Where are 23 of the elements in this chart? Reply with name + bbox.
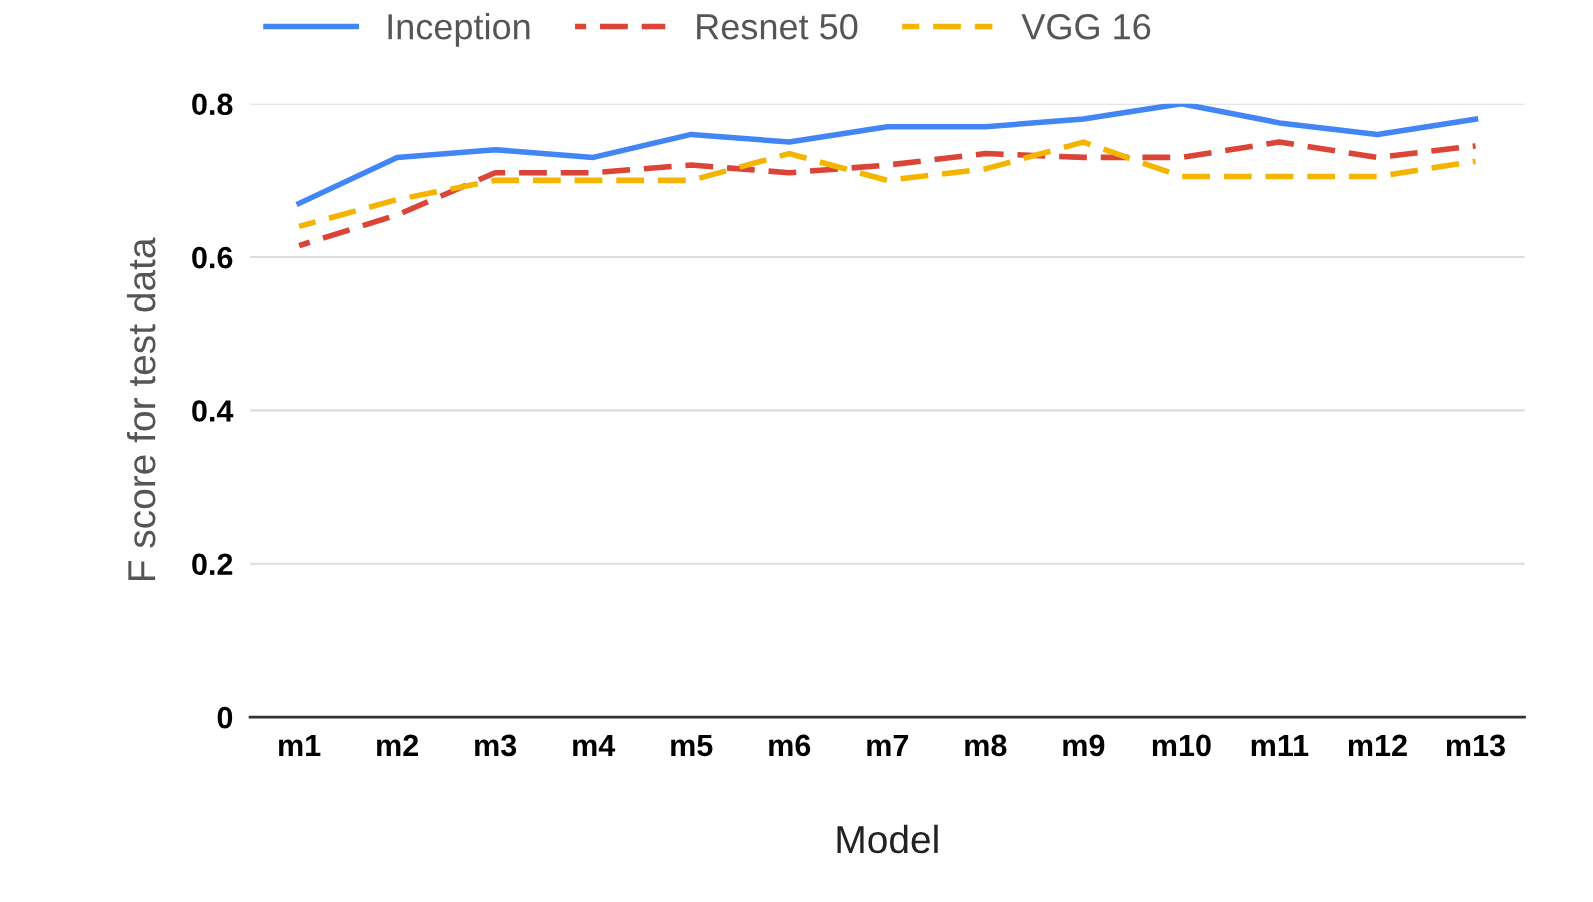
x-tick-label: m11: [1251, 734, 1309, 756]
legend-label: Inception: [388, 13, 530, 47]
x-tick-label: m7: [867, 734, 909, 756]
y-tick-label: 0.2: [192, 553, 233, 576]
x-tick-label: m13: [1446, 734, 1505, 757]
x-tick-label: m5: [671, 734, 713, 757]
legend-label: Resnet 50: [697, 13, 858, 40]
x-tick-label: m9: [1063, 734, 1105, 757]
x-tick-label: m8: [965, 734, 1007, 757]
y-tick-label: 0.8: [192, 93, 233, 116]
x-tick-label: m1: [279, 734, 321, 756]
legend-label: VGG 16: [1021, 13, 1151, 40]
x-tick-label: m4: [573, 734, 616, 756]
x-axis-title: Model: [837, 824, 938, 854]
y-tick-label: 0: [217, 706, 233, 729]
y-axis-title: F score for test data: [126, 237, 156, 581]
x-tick-label: m12: [1348, 734, 1407, 756]
x-tick-label: m10: [1152, 734, 1211, 757]
y-tick-label: 0.4: [192, 400, 234, 422]
x-tick-label: m2: [377, 734, 418, 756]
y-tick-label: 0.6: [192, 246, 233, 269]
x-tick-label: m6: [769, 734, 811, 757]
x-tick-label: m3: [475, 734, 517, 757]
